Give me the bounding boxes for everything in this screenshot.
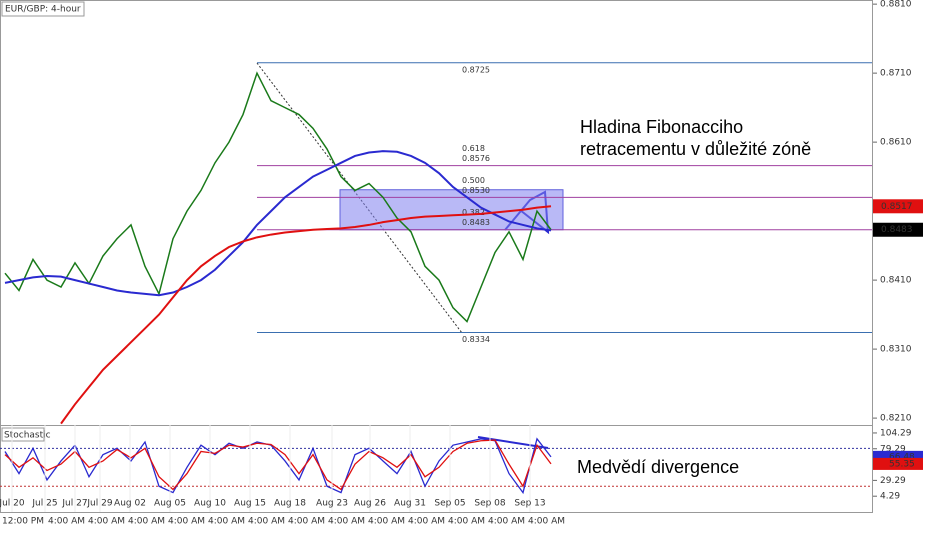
x-tick-label: Aug 05	[154, 499, 186, 509]
x-tick-label: Aug 23	[316, 499, 348, 509]
time-label: 4:00 AM	[248, 517, 285, 527]
x-tick-label: Aug 02	[114, 499, 146, 509]
time-label: 4:00 AM	[128, 517, 165, 527]
price-tag-label: 0.8483	[881, 225, 913, 235]
stoch-line	[4, 439, 552, 491]
price-tag-label: 0.8517	[881, 202, 913, 212]
x-tick-label: Aug 18	[274, 499, 306, 509]
time-label: 4:00 AM	[368, 517, 405, 527]
chart-title: EUR/GBP: 4-hour	[5, 5, 81, 15]
y-tick-label: 0.8410	[880, 276, 912, 286]
series-line	[4, 150, 552, 297]
x-tick-label: Jul 20	[0, 499, 25, 509]
series-line	[60, 205, 552, 425]
annotation: retracementu v důležité zóně	[580, 139, 811, 159]
fib-ratio-label: 0.382	[462, 208, 485, 217]
stoch-tag	[873, 457, 923, 470]
y-tick-label: 4.29	[880, 492, 900, 502]
y-tick-label: 79.29	[880, 444, 906, 454]
time-label: 12:00 PM	[2, 517, 44, 527]
fib-ratio-label: 0.500	[462, 176, 485, 185]
y-tick-label: 0.8710	[880, 69, 912, 79]
y-tick-label: 0.8810	[880, 0, 912, 10]
series-line	[4, 71, 552, 323]
plot-frame	[0, 0, 873, 513]
y-tick-label: 0.8310	[880, 345, 912, 355]
time-label: 4:00 AM	[328, 517, 365, 527]
title-box	[1, 1, 85, 17]
fib-price-label: 0.8725	[462, 65, 490, 74]
y-tick-label: 0.8610	[880, 138, 912, 148]
time-label: 4:00 AM	[168, 517, 205, 527]
fib-price-label: 0.8483	[462, 218, 490, 227]
indicator-title: Stochastic	[4, 431, 51, 441]
fib-price-label: 0.8530	[462, 186, 490, 195]
annotation: Medvědí divergence	[577, 457, 739, 477]
price-tag	[873, 199, 923, 214]
x-tick-label: Jul 27	[61, 499, 87, 509]
time-label: 4:00 AM	[528, 517, 565, 527]
x-tick-label: Jul 29	[86, 499, 112, 509]
fib-price-label: 0.8576	[462, 154, 490, 163]
y-tick-label: 104.29	[880, 428, 912, 438]
y-tick-label: 0.8210	[880, 414, 912, 424]
time-label: 4:00 AM	[208, 517, 245, 527]
price-tag	[873, 222, 923, 237]
annotation: Hladina Fibonacciho	[580, 117, 743, 137]
x-tick-label: Jul 25	[31, 499, 57, 509]
x-tick-label: Sep 08	[474, 499, 506, 509]
time-label: 4:00 AM	[48, 517, 85, 527]
time-label: 4:00 AM	[88, 517, 125, 527]
time-label: 4:00 AM	[288, 517, 325, 527]
x-tick-label: Aug 31	[394, 499, 426, 509]
stoch-tag-label: 66.48	[889, 452, 915, 462]
stoch-tag-label: 55.35	[889, 459, 915, 469]
time-label: 4:00 AM	[408, 517, 445, 527]
x-tick-label: Aug 15	[234, 499, 266, 509]
y-tick-label: 29.29	[880, 476, 906, 486]
fib-ratio-label: 0.618	[462, 144, 485, 153]
stoch-line	[4, 437, 552, 495]
x-tick-label: Sep 13	[514, 499, 545, 509]
time-label: 4:00 AM	[448, 517, 485, 527]
time-label: 4:00 AM	[488, 517, 525, 527]
fib-price-label: 0.8334	[462, 335, 490, 344]
x-tick-label: Aug 10	[194, 499, 226, 509]
x-tick-label: Sep 05	[434, 499, 465, 509]
x-tick-label: Aug 26	[354, 499, 386, 509]
